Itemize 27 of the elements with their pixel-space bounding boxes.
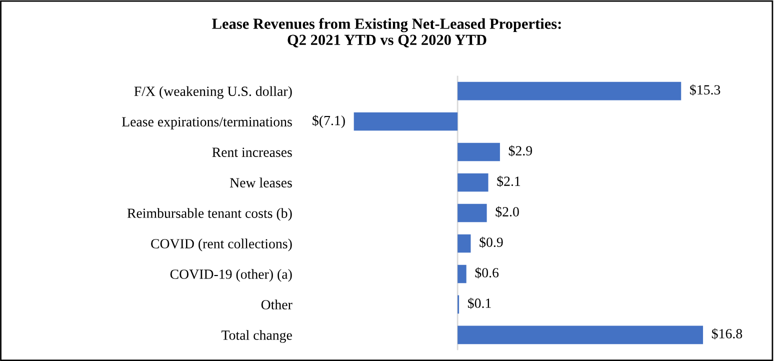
data-label: $(7.1) <box>312 115 345 128</box>
data-label: $16.8 <box>712 328 742 340</box>
y-tick-label: COVID-19 (other) (a) <box>170 269 292 282</box>
bar <box>458 142 500 162</box>
bar <box>458 326 704 344</box>
bar <box>458 234 471 253</box>
bar <box>458 173 488 192</box>
y-tick-label: Reimbursable tenant costs (b) <box>127 208 292 221</box>
y-tick-label: Lease expirations/terminations <box>122 117 292 130</box>
data-label: $0.1 <box>468 298 491 309</box>
y-tick-label: Total change <box>222 330 292 343</box>
data-label: $2.1 <box>497 176 520 187</box>
y-tick-label: Other <box>261 300 292 310</box>
bar <box>458 264 466 284</box>
data-label: $2.0 <box>496 206 519 218</box>
bar <box>458 82 682 100</box>
y-tick-label: F/X (weakening U.S. dollar) <box>134 86 292 99</box>
y-tick-label: Rent increases <box>212 148 292 157</box>
y-tick-label: COVID (rent collections) <box>151 238 292 252</box>
data-label: $2.9 <box>508 145 532 156</box>
y-tick-label: New leases <box>230 178 292 188</box>
data-label: $0.9 <box>480 236 503 248</box>
bar <box>458 204 487 222</box>
data-label: $0.6 <box>475 267 499 278</box>
data-label: $15.3 <box>690 84 720 96</box>
chart-title: Lease Revenues from Existing Net-Leased Properties: Q2 2021 YTD vs Q2 2020 YTD <box>212 18 561 48</box>
bar <box>354 112 458 131</box>
